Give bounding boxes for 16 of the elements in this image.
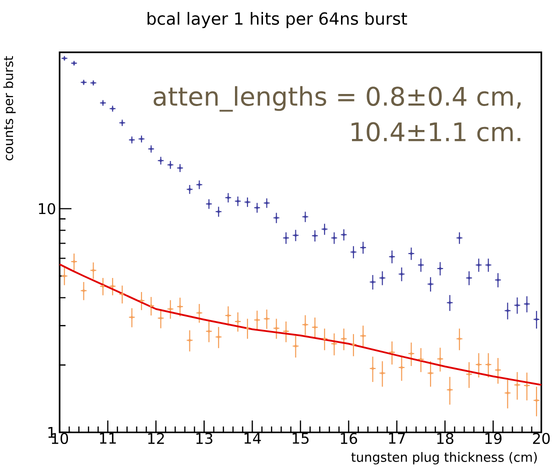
x-tick-label: 16 <box>340 432 358 444</box>
x-tick-label: 19 <box>485 432 502 444</box>
annotation: 10.4±1.1 cm. <box>352 122 520 142</box>
x-tick-label: 11 <box>100 432 116 444</box>
x-tick-label: 18 <box>437 432 454 444</box>
x-tick-label: 13 <box>196 432 212 444</box>
x-axis-title: tungsten plug thickness (cm) <box>351 452 537 464</box>
x-tick-label: 14 <box>244 432 261 444</box>
annotation: atten_lengths = 0.8±0.4 cm, <box>154 86 521 112</box>
chart-title: bcal layer 1 hits per 64ns burst <box>148 12 408 28</box>
y-axis-title: counts per burst <box>3 56 16 160</box>
x-tick-label: 20 <box>533 432 550 444</box>
x-tick-label: 12 <box>148 432 164 444</box>
x-tick-label: 15 <box>292 432 309 444</box>
x-tick-label: 17 <box>389 432 405 444</box>
line-series <box>58 263 542 386</box>
